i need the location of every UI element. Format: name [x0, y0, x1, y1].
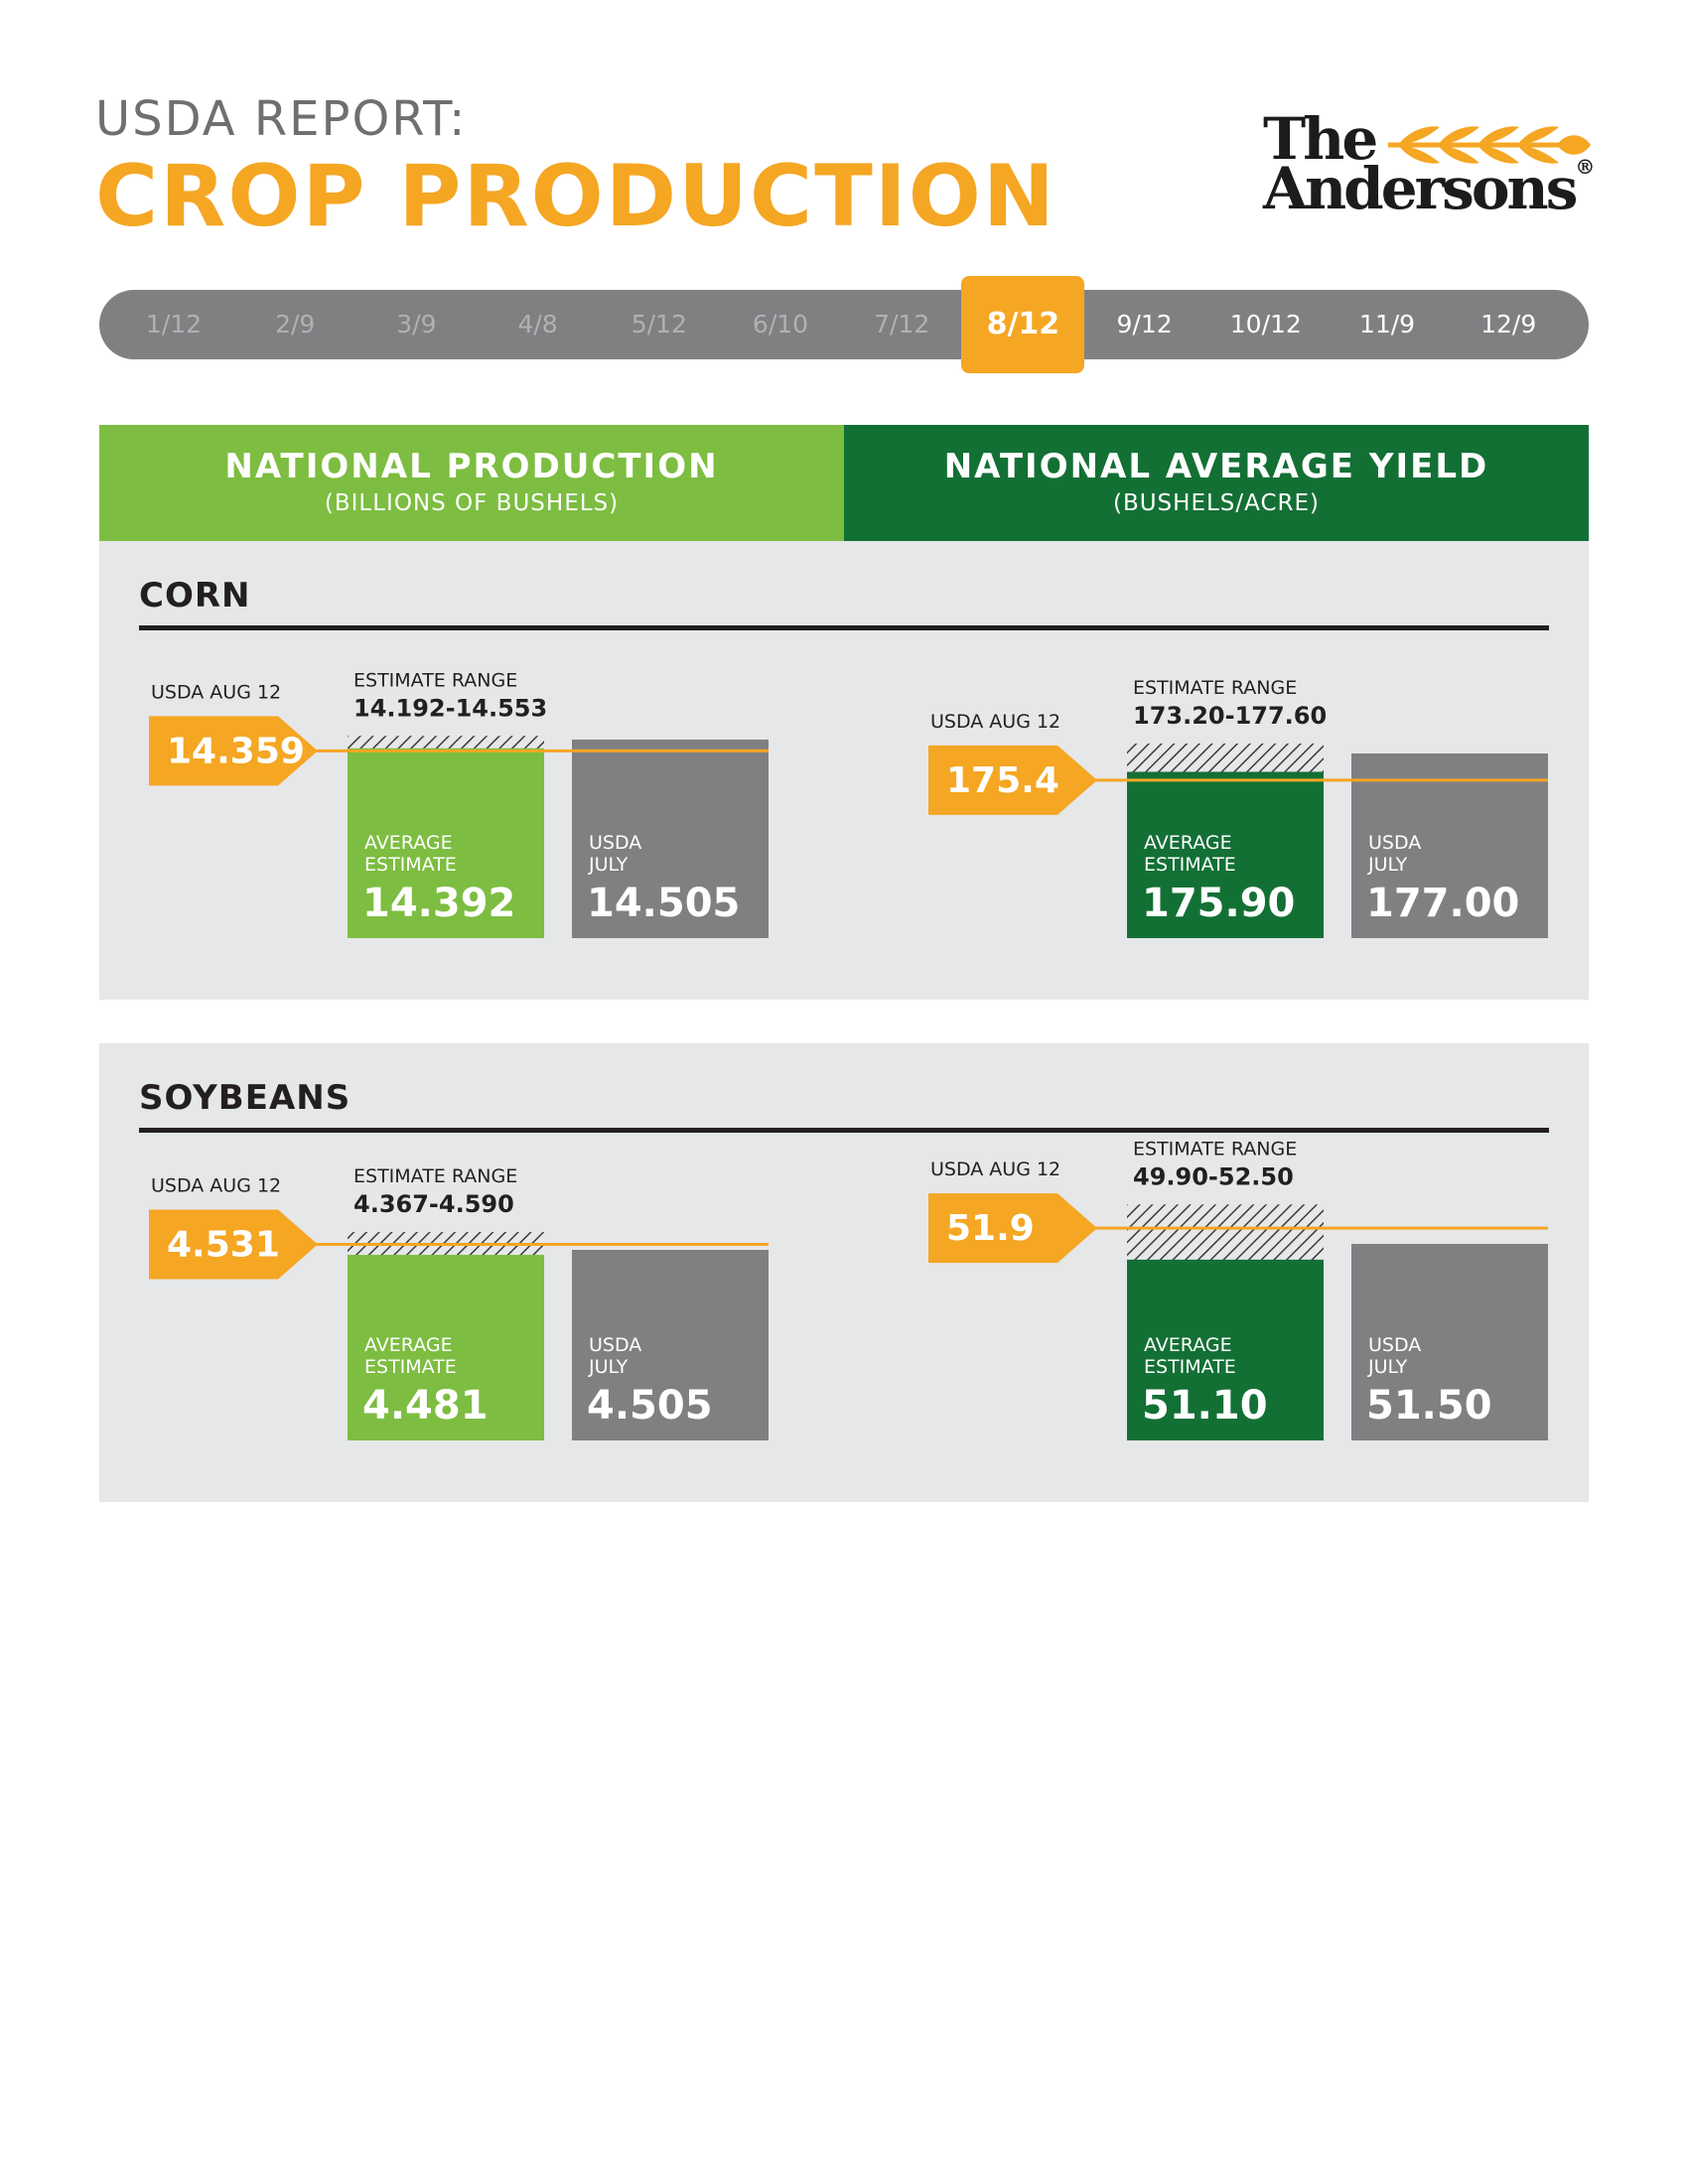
soybeans-production-average-label-line2: ESTIMATE [364, 1356, 457, 1378]
soybeans-production-usda-current-value: 4.531 [167, 1225, 280, 1266]
corn-yield-usda-current-value: 175.4 [946, 760, 1059, 801]
corn-heading: CORN [139, 576, 251, 615]
soybeans-yield-estimate-range-value: 49.90-52.50 [1133, 1162, 1294, 1190]
soybeans-heading: SOYBEANS [139, 1078, 352, 1118]
corn-yield-july-label-line2: JULY [1367, 854, 1408, 876]
soybeans-yield-average-estimate-value: 51.10 [1142, 1383, 1268, 1429]
soybeans-yield-usda-july-bar [1351, 1244, 1548, 1440]
corn-production-usda-july-bar [572, 740, 769, 938]
corn-production-average-estimate-value: 14.392 [362, 881, 515, 926]
national-production-header: NATIONAL PRODUCTION (BILLIONS OF BUSHELS… [99, 425, 844, 541]
timeline-date-6-10[interactable]: 6/10 [752, 310, 809, 339]
soybeans-yield-usda-current-value: 51.9 [946, 1208, 1035, 1249]
corn-production-estimate-range-label: ESTIMATE RANGE [353, 669, 517, 691]
logo-line-2: Andersons® [1263, 155, 1596, 222]
logo-line-1: The [1263, 105, 1378, 173]
soybeans-charts: 4.531 USDA AUG 12 ESTIMATE RANGE 4.367-4.59… [149, 1138, 1548, 1440]
soybeans-production-average-estimate-value: 4.481 [362, 1383, 489, 1429]
andersons-logo: The Andersons® [1259, 105, 1596, 224]
corn-yield-average-label-line2: ESTIMATE [1144, 854, 1236, 876]
timeline-date-5-12[interactable]: 5/12 [631, 310, 687, 339]
timeline-date-3-9[interactable]: 3/9 [396, 310, 437, 339]
report-eyebrow: USDA REPORT: [95, 91, 468, 147]
corn-panel: CORN 14.359 USDA AUG 12 ESTIMATE RANGE 14.1… [99, 541, 1589, 1000]
corn-charts: 14.359 USDA AUG 12 ESTIMATE RANGE 14.192-14… [149, 669, 1548, 938]
corn-production-july-label-line1: USDA [589, 832, 641, 854]
corn-production-average-label-line2: ESTIMATE [364, 854, 457, 876]
corn-production-usda-current-label: USDA AUG 12 [151, 681, 281, 703]
soybeans-yield-usda-callout-arrow [928, 1193, 1097, 1264]
report-date-timeline: 1/12 2/9 3/9 4/8 5/12 6/10 7/12 8/12 9/12 10/12 11… [99, 276, 1589, 373]
timeline-date-11-9[interactable]: 11/9 [1358, 310, 1416, 339]
soybeans-production-usda-july-value: 4.505 [587, 1383, 713, 1429]
registered-mark: ® [1575, 155, 1596, 179]
timeline-date-7-12[interactable]: 7/12 [874, 310, 930, 339]
soybeans-yield-usda-current-label: USDA AUG 12 [930, 1159, 1060, 1180]
timeline-date-1-12[interactable]: 1/12 [145, 310, 203, 339]
timeline-date-10-12[interactable]: 10/12 [1229, 310, 1302, 339]
national-production-title: NATIONAL PRODUCTION [224, 447, 719, 486]
wheat-icon [1388, 126, 1591, 164]
soybeans-yield-average-label-line1: AVERAGE [1144, 1334, 1232, 1356]
timeline-date-12-9[interactable]: 12/9 [1480, 310, 1537, 339]
corn-yield-usda-callout-arrow [928, 745, 1097, 815]
soybeans-production-usda-callout-arrow [149, 1209, 318, 1280]
soybeans-yield-usda-july-value: 51.50 [1366, 1383, 1492, 1429]
corn-yield-estimate-range-value: 173.20-177.60 [1133, 702, 1327, 730]
timeline-date-2-9[interactable]: 2/9 [275, 310, 316, 339]
national-yield-unit: (BUSHELS/ACRE) [1112, 490, 1321, 516]
timeline-date-9-12[interactable]: 9/12 [1116, 310, 1173, 339]
soybeans-production-estimate-range-label: ESTIMATE RANGE [353, 1165, 517, 1187]
soybeans-divider [139, 1128, 1549, 1133]
corn-yield-usda-current-label: USDA AUG 12 [930, 711, 1060, 733]
corn-yield-average-estimate-bar [1127, 771, 1324, 938]
national-yield-title: NATIONAL AVERAGE YIELD [943, 447, 1489, 486]
corn-yield-usda-july-bar [1351, 753, 1548, 938]
corn-production-usda-callout-arrow [149, 716, 318, 786]
soybeans-production-average-label-line1: AVERAGE [364, 1334, 453, 1356]
corn-production-estimate-range-value: 14.192-14.553 [353, 694, 547, 722]
national-yield-header: NATIONAL AVERAGE YIELD (BUSHELS/ACRE) [844, 425, 1589, 541]
national-production-unit: (BILLIONS OF BUSHELS) [324, 490, 620, 516]
corn-yield-average-label-line1: AVERAGE [1144, 832, 1232, 854]
soybeans-yield-july-label-line1: USDA [1368, 1334, 1421, 1356]
soybeans-production-july-label-line1: USDA [589, 1334, 641, 1356]
timeline-date-8-12[interactable]: 8/12 [961, 276, 1085, 373]
corn-production-usda-current-value: 14.359 [167, 731, 305, 771]
corn-production-average-estimate-bar [348, 748, 544, 938]
corn-production-july-label-line2: JULY [588, 854, 629, 876]
soybeans-yield-average-label-line2: ESTIMATE [1144, 1356, 1236, 1378]
corn-yield-july-label-line1: USDA [1368, 832, 1421, 854]
soybeans-production-july-label-line2: JULY [588, 1356, 629, 1378]
report-title: CROP PRODUCTION [95, 147, 1056, 246]
timeline-date-4-8[interactable]: 4/8 [517, 310, 558, 339]
corn-yield-average-estimate-value: 175.90 [1142, 881, 1295, 926]
soybeans-production-estimate-range-value: 4.367-4.590 [353, 1190, 514, 1218]
corn-yield-usda-july-value: 177.00 [1366, 881, 1519, 926]
corn-yield-estimate-range-label: ESTIMATE RANGE [1133, 677, 1297, 699]
soybeans-yield-july-label-line2: JULY [1367, 1356, 1408, 1378]
soybeans-production-average-estimate-bar [348, 1255, 544, 1440]
soybeans-panel: SOYBEANS 4.531 USDA AUG 12 ESTIMATE RANGE 4… [99, 1043, 1589, 1502]
soybeans-yield-average-estimate-bar [1127, 1259, 1324, 1440]
corn-production-average-label-line1: AVERAGE [364, 832, 453, 854]
corn-production-usda-july-value: 14.505 [587, 881, 740, 926]
soybeans-production-usda-july-bar [572, 1250, 769, 1440]
corn-divider [139, 625, 1549, 630]
soybeans-yield-estimate-range-label: ESTIMATE RANGE [1133, 1138, 1297, 1160]
soybeans-production-usda-current-label: USDA AUG 12 [151, 1175, 281, 1197]
